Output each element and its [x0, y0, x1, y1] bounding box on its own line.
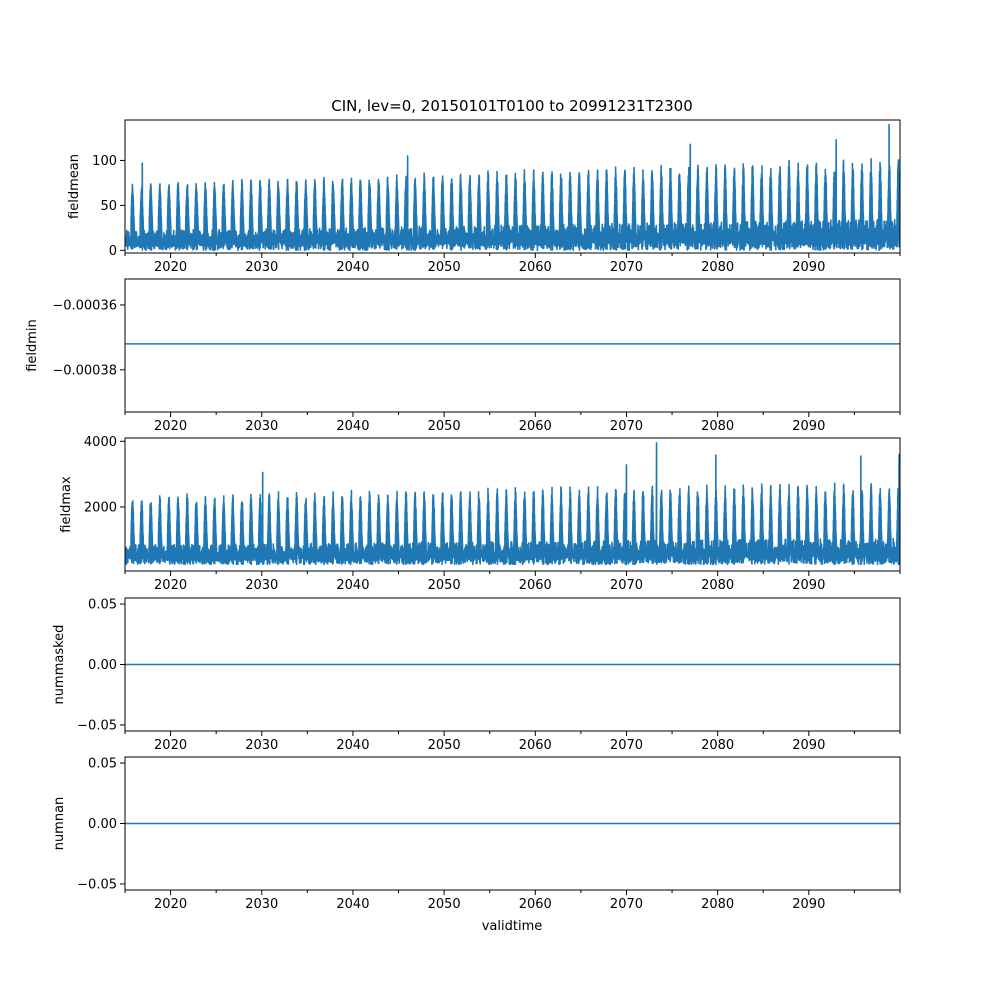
x-tick-label: 2070 — [610, 260, 643, 275]
x-tick-label: 2090 — [792, 897, 825, 912]
chart-title: CIN, lev=0, 20150101T0100 to 20991231T23… — [331, 97, 693, 115]
x-tick-label: 2050 — [428, 897, 461, 912]
x-tick-label: 2080 — [701, 578, 734, 593]
panel-fieldmax: 2020 2030 2040 2050 2060 2070 2080 2090 2000 4000… — [59, 435, 901, 593]
panel-fieldmin: 2020 2030 2040 2050 2060 2070 2080 2090 −0.00036… — [25, 278, 901, 434]
fieldmin-y-axis-label: fieldmin — [25, 319, 40, 372]
x-tick-label: 2030 — [245, 260, 278, 275]
y-tick-label: 100 — [92, 154, 117, 169]
panel-numnan: 2020 2030 2040 2050 2060 2070 2080 2090 0.05 0.00… — [52, 756, 901, 912]
nummasked-y-axis-label: nummasked — [52, 625, 67, 705]
x-tick-label: 2060 — [519, 260, 552, 275]
x-tick-label: 2020 — [154, 260, 187, 275]
numnan-y-axis-label: numnan — [52, 797, 67, 851]
fieldmax-series-line — [125, 442, 900, 566]
x-tick-label: 2060 — [519, 897, 552, 912]
x-tick-label: 2090 — [792, 419, 825, 434]
fieldmean-series-line — [125, 123, 900, 252]
x-tick-label: 2060 — [519, 578, 552, 593]
x-tick-label: 2040 — [336, 578, 369, 593]
x-tick-label: 2080 — [701, 419, 734, 434]
x-tick-label: 2020 — [154, 419, 187, 434]
panel-fieldmean: 2020 2030 2040 2050 2060 2070 2080 2090 0 50 100 fi… — [67, 119, 901, 275]
x-tick-label: 2070 — [610, 578, 643, 593]
x-tick-label: 2080 — [701, 260, 734, 275]
y-tick-label: −0.00036 — [52, 298, 117, 313]
x-tick-label: 2070 — [610, 897, 643, 912]
y-tick-label: 0.05 — [88, 757, 117, 772]
x-tick-label: 2050 — [428, 260, 461, 275]
x-tick-label: 2020 — [154, 578, 187, 593]
x-tick-label: 2030 — [245, 897, 278, 912]
x-tick-label: 2040 — [336, 738, 369, 753]
x-tick-label: 2080 — [701, 897, 734, 912]
fieldmin-axes-frame — [124, 278, 901, 413]
x-axis-label: validtime — [482, 919, 543, 934]
x-tick-label: 2090 — [792, 578, 825, 593]
y-tick-label: −0.00038 — [52, 363, 117, 378]
y-tick-label: 2000 — [84, 500, 117, 515]
fieldmean-y-axis-label: fieldmean — [67, 154, 82, 219]
panels: 2020 2030 2040 2050 2060 2070 2080 2090 0 50 100 fi… — [25, 119, 901, 912]
y-tick-label: 0.00 — [88, 817, 117, 832]
x-tick-label: 2020 — [154, 738, 187, 753]
y-tick-label: 0.05 — [88, 598, 117, 613]
x-tick-label: 2090 — [792, 260, 825, 275]
fieldmax-y-axis-label: fieldmax — [59, 476, 74, 533]
y-tick-label: 0 — [109, 244, 117, 259]
x-tick-label: 2080 — [701, 738, 734, 753]
x-tick-label: 2050 — [428, 578, 461, 593]
x-tick-label: 2030 — [245, 738, 278, 753]
x-tick-label: 2030 — [245, 578, 278, 593]
panel-nummasked: 2020 2030 2040 2050 2060 2070 2080 2090 0.05 0.00… — [52, 597, 901, 753]
x-tick-label: 2040 — [336, 419, 369, 434]
x-tick-label: 2060 — [519, 419, 552, 434]
x-tick-label: 2070 — [610, 419, 643, 434]
x-tick-label: 2070 — [610, 738, 643, 753]
x-tick-label: 2090 — [792, 738, 825, 753]
y-tick-label: −0.05 — [77, 877, 117, 892]
x-tick-label: 2020 — [154, 897, 187, 912]
x-tick-label: 2050 — [428, 738, 461, 753]
y-tick-label: 0.00 — [88, 658, 117, 673]
fieldmax-axes-frame — [124, 437, 901, 572]
y-tick-label: 50 — [100, 199, 117, 214]
y-tick-label: −0.05 — [77, 718, 117, 733]
x-tick-label: 2030 — [245, 419, 278, 434]
x-tick-label: 2060 — [519, 738, 552, 753]
y-tick-label: 4000 — [84, 435, 117, 450]
x-tick-label: 2050 — [428, 419, 461, 434]
x-tick-label: 2040 — [336, 260, 369, 275]
fieldmean-axes-frame — [124, 119, 901, 254]
x-tick-label: 2040 — [336, 897, 369, 912]
